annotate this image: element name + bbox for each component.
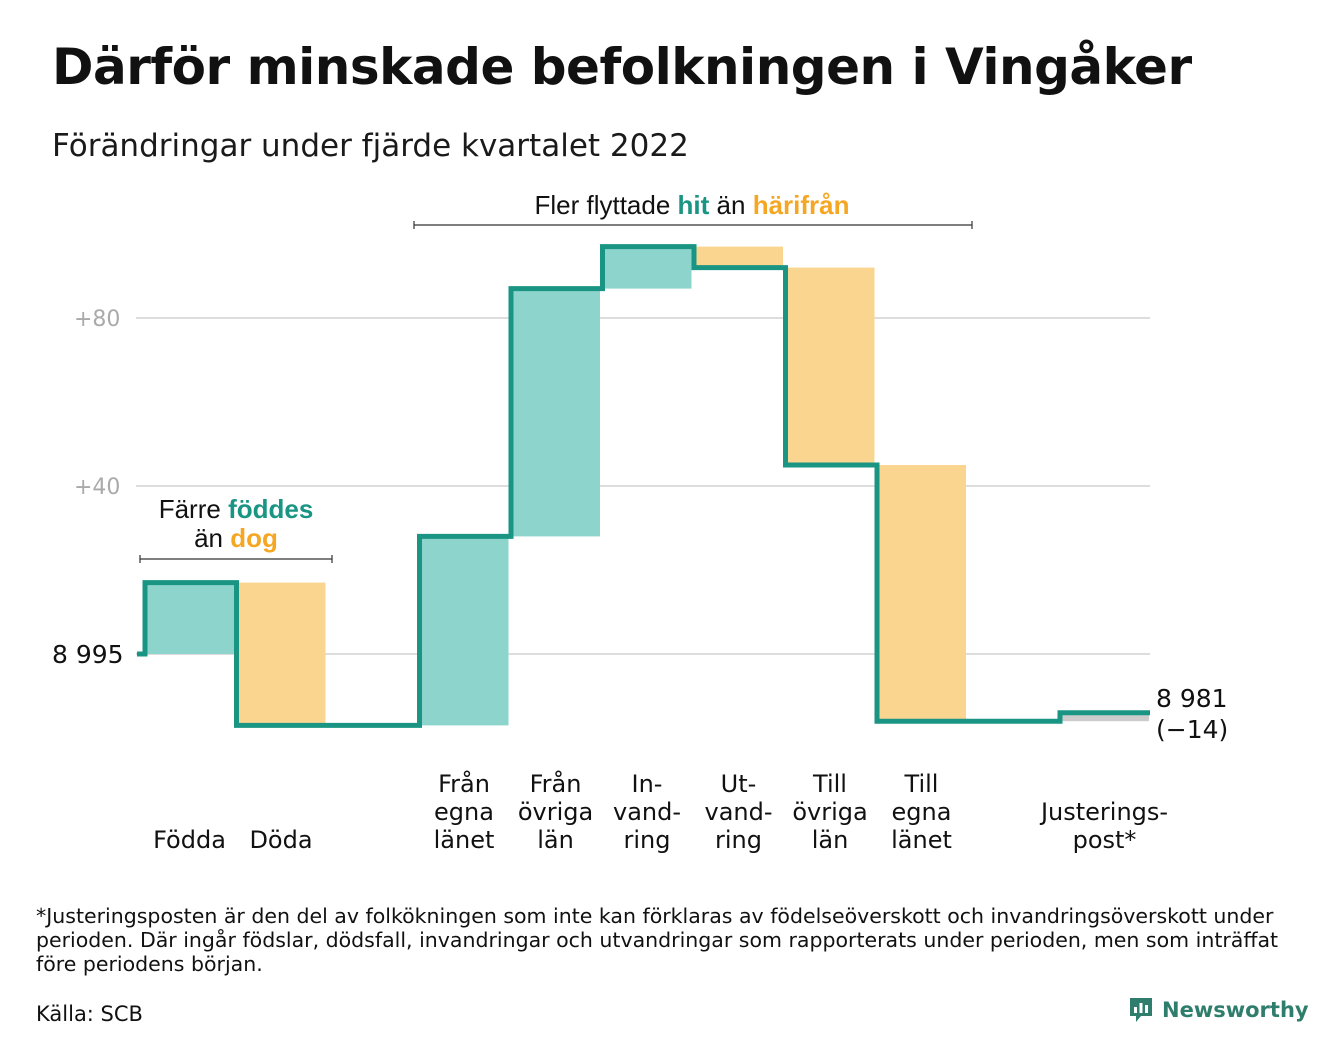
category-label: Från: [438, 769, 490, 798]
bar-increase: [419, 536, 509, 726]
category-label: län: [537, 826, 574, 854]
migration-bracket: [413, 221, 973, 229]
births-annotation-green: föddes: [228, 494, 313, 524]
births-annotation-orange: dog: [230, 523, 278, 553]
end-value-label: 8 981: [1156, 684, 1228, 713]
category-label: Justerings-: [1039, 798, 1168, 826]
category-label: Till: [904, 770, 939, 798]
source: Källa: SCB: [36, 1002, 143, 1026]
bar-adjustment: [1060, 712, 1149, 722]
chart-title: Därför minskade befolkningen i Vingåker: [52, 38, 1192, 96]
bar-increase: [511, 288, 600, 537]
category-label: In-: [632, 770, 663, 798]
bar-decrease: [694, 246, 783, 268]
y-tick-label: +40: [74, 475, 120, 500]
bar-decrease: [785, 267, 875, 465]
bar-increase: [145, 582, 234, 654]
category-label: länet: [434, 826, 495, 854]
category-label: vand-: [613, 798, 681, 826]
category-label: ring: [624, 826, 671, 854]
category-label: Döda: [249, 826, 312, 854]
births-annotation-line2: än dog: [194, 523, 278, 553]
end-change-label: (−14): [1156, 715, 1228, 744]
category-label: post*: [1073, 826, 1137, 854]
bar-decrease: [236, 582, 326, 726]
migration-annotation-green: hit: [678, 190, 710, 220]
category-label: övriga: [792, 798, 867, 826]
brand-name: Newsworthy: [1162, 998, 1309, 1022]
migration-annotation-mid: än: [717, 190, 746, 220]
births-annotation-pre: Färre: [159, 494, 221, 524]
category-label: ring: [715, 826, 762, 854]
category-label: egna: [892, 798, 952, 826]
migration-annotation-pre: Fler flyttade: [534, 190, 670, 220]
footnote: *Justeringsposten är den del av folkökni…: [36, 904, 1279, 976]
migration-annotation-orange: härifrån: [753, 190, 850, 220]
category-label: Till: [812, 770, 847, 798]
category-label: vand-: [704, 798, 772, 826]
category-label: Från: [530, 769, 582, 798]
cumulative-line: [137, 244, 1150, 728]
bar-decrease: [877, 465, 966, 722]
category-label: län: [812, 826, 849, 854]
migration-annotation: Fler flyttade hit än härifrån: [534, 190, 849, 220]
chart-subtitle: Förändringar under fjärde kvartalet 2022: [52, 128, 689, 164]
y-tick-label: +80: [74, 307, 120, 332]
category-label: Födda: [153, 826, 226, 854]
y-label-start: 8 995: [52, 640, 124, 669]
category-label: Ut-: [721, 770, 757, 798]
category-label: länet: [891, 826, 952, 854]
category-label: övriga: [518, 798, 593, 826]
births-annotation-line1: Färre föddes: [159, 494, 314, 524]
bar-increase: [602, 246, 692, 289]
bar-chart-icon: [1130, 998, 1152, 1022]
category-label: egna: [434, 798, 494, 826]
births-annotation-pre2: än: [194, 523, 223, 553]
births-bracket: [139, 555, 333, 563]
brand-logo: Newsworthy: [1128, 996, 1309, 1024]
